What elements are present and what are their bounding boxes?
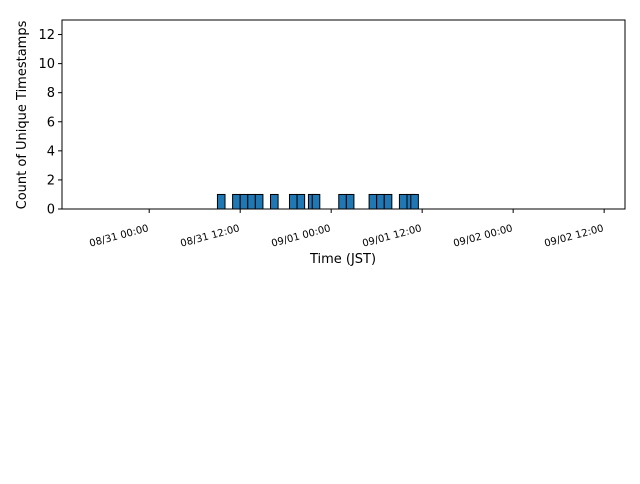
x-axis-label: Time (JST): [309, 252, 376, 267]
bar: [288, 193, 298, 210]
y-tick-label: 4: [47, 144, 55, 159]
bar: [410, 193, 419, 210]
y-tick-label: 0: [47, 203, 55, 218]
bar: [247, 193, 256, 210]
y-tick-label: 6: [47, 115, 55, 130]
bar: [239, 193, 249, 210]
y-tick-label: 10: [38, 57, 55, 72]
y-tick-label: 12: [38, 28, 55, 43]
y-tick-label: 2: [47, 173, 55, 188]
axes-layer: 0 2 4 6 8 10 12 08/31 00:00 08/31 12:00 09/01 00:…: [38, 19, 626, 250]
bar: [398, 193, 408, 210]
x-tick-label: 09/02 12:00: [543, 223, 605, 249]
x-tick-label: 09/01 00:00: [270, 223, 332, 249]
bars-layer: [216, 193, 419, 210]
bar: [383, 193, 393, 210]
x-tick-label: 09/01 12:00: [361, 223, 423, 249]
bar: [311, 193, 321, 210]
y-tick-label: 8: [47, 86, 55, 101]
bar: [232, 193, 241, 210]
x-tick-label: 08/31 00:00: [88, 223, 150, 249]
bar: [338, 193, 347, 210]
bar: [270, 193, 279, 210]
bar: [296, 193, 306, 210]
bar: [216, 193, 226, 210]
x-tick-label: 08/31 12:00: [179, 223, 241, 249]
bar: [368, 193, 378, 210]
plot-frame: [61, 19, 626, 210]
bar: [254, 193, 264, 210]
bar: [345, 193, 355, 210]
x-tick-label: 09/02 00:00: [452, 223, 514, 249]
bar: [376, 193, 385, 210]
y-axis-label: Count of Unique Timestamps: [15, 20, 30, 209]
